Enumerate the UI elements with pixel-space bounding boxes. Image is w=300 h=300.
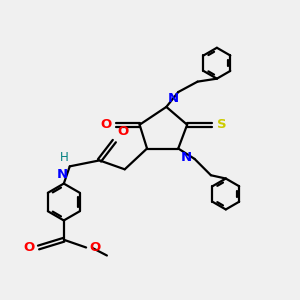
Text: O: O <box>90 241 101 254</box>
Text: O: O <box>24 241 35 254</box>
Text: N: N <box>181 151 192 164</box>
Text: H: H <box>59 151 68 164</box>
Text: S: S <box>217 118 226 131</box>
Text: O: O <box>117 125 129 138</box>
Text: N: N <box>168 92 179 104</box>
Text: N: N <box>57 168 68 181</box>
Text: O: O <box>100 118 111 131</box>
